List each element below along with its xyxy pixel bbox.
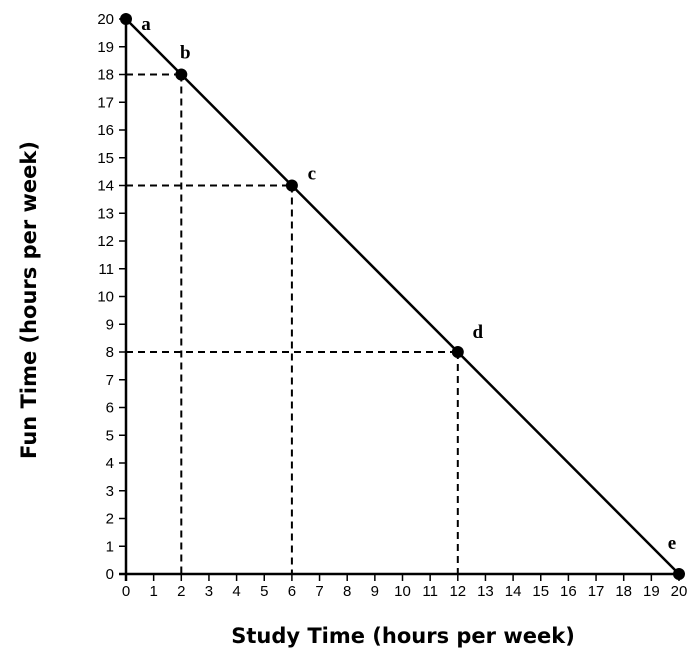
- series-group: [120, 13, 685, 580]
- y-tick-label: 14: [97, 178, 114, 195]
- x-tick-label: 1: [149, 583, 157, 600]
- x-tick-label: 17: [588, 583, 605, 600]
- y-tick-label: 15: [97, 150, 114, 167]
- point-label-b: b: [180, 43, 191, 64]
- y-tick-label: 12: [97, 233, 114, 250]
- x-tick-label: 0: [122, 583, 130, 600]
- y-tick-label: 13: [97, 205, 114, 222]
- y-axis-title: Fun Time (hours per week): [17, 141, 41, 459]
- y-tick-label: 7: [106, 372, 114, 389]
- y-tick-label: 17: [97, 94, 114, 111]
- x-tick-label: 20: [671, 583, 688, 600]
- y-tick-label: 18: [97, 67, 114, 84]
- data-point-e: [673, 568, 685, 580]
- y-tick-label: 19: [97, 39, 114, 56]
- ppf-line: [125, 18, 680, 575]
- x-tick-label: 8: [343, 583, 351, 600]
- data-point-b: [175, 68, 188, 81]
- point-labels: a b c d e: [141, 14, 676, 554]
- x-axis-title: Study Time (hours per week): [231, 624, 575, 648]
- x-tick-label: 18: [615, 583, 632, 600]
- y-tick-label: 11: [98, 261, 114, 278]
- point-label-a: a: [141, 14, 151, 35]
- x-tick-label: 15: [532, 583, 549, 600]
- x-tick-label: 3: [205, 583, 213, 600]
- point-label-c: c: [308, 164, 316, 185]
- y-tick-label: 10: [97, 289, 114, 306]
- x-tick-label: 13: [477, 583, 494, 600]
- y-tick-label: 9: [106, 316, 114, 333]
- y-tick-label: 1: [106, 538, 114, 555]
- data-point-c: [285, 179, 298, 192]
- x-axis-ticks: 0 1 2 3 4 5 6 7 8 9 10 11 12 13 14 15 16 17 18 19 20: [122, 574, 688, 600]
- y-tick-label: 3: [106, 483, 114, 500]
- x-tick-label: 5: [260, 583, 268, 600]
- x-tick-label: 4: [232, 583, 240, 600]
- y-tick-label: 8: [106, 344, 114, 361]
- x-tick-label: 16: [560, 583, 577, 600]
- y-tick-label: 2: [106, 511, 114, 528]
- y-tick-label: 5: [106, 427, 114, 444]
- data-point-d: [451, 346, 464, 358]
- y-tick-label: 4: [106, 455, 114, 472]
- axes: [119, 19, 679, 581]
- y-tick-label: 0: [106, 566, 114, 583]
- x-tick-label: 10: [394, 583, 411, 600]
- x-tick-label: 14: [505, 583, 522, 600]
- point-label-e: e: [668, 533, 676, 554]
- guide-lines: [126, 73, 459, 574]
- y-tick-label: 20: [97, 11, 114, 28]
- x-tick-label: 7: [315, 583, 323, 600]
- x-tick-label: 19: [643, 583, 660, 600]
- x-tick-label: 12: [449, 583, 466, 600]
- x-tick-label: 9: [371, 583, 379, 600]
- y-tick-label: 6: [106, 400, 114, 417]
- x-tick-label: 6: [288, 583, 296, 600]
- point-label-d: d: [473, 322, 484, 343]
- y-tick-label: 16: [97, 122, 114, 139]
- data-point-a: [120, 13, 132, 25]
- x-tick-label: 11: [422, 583, 438, 600]
- x-tick-label: 2: [177, 583, 185, 600]
